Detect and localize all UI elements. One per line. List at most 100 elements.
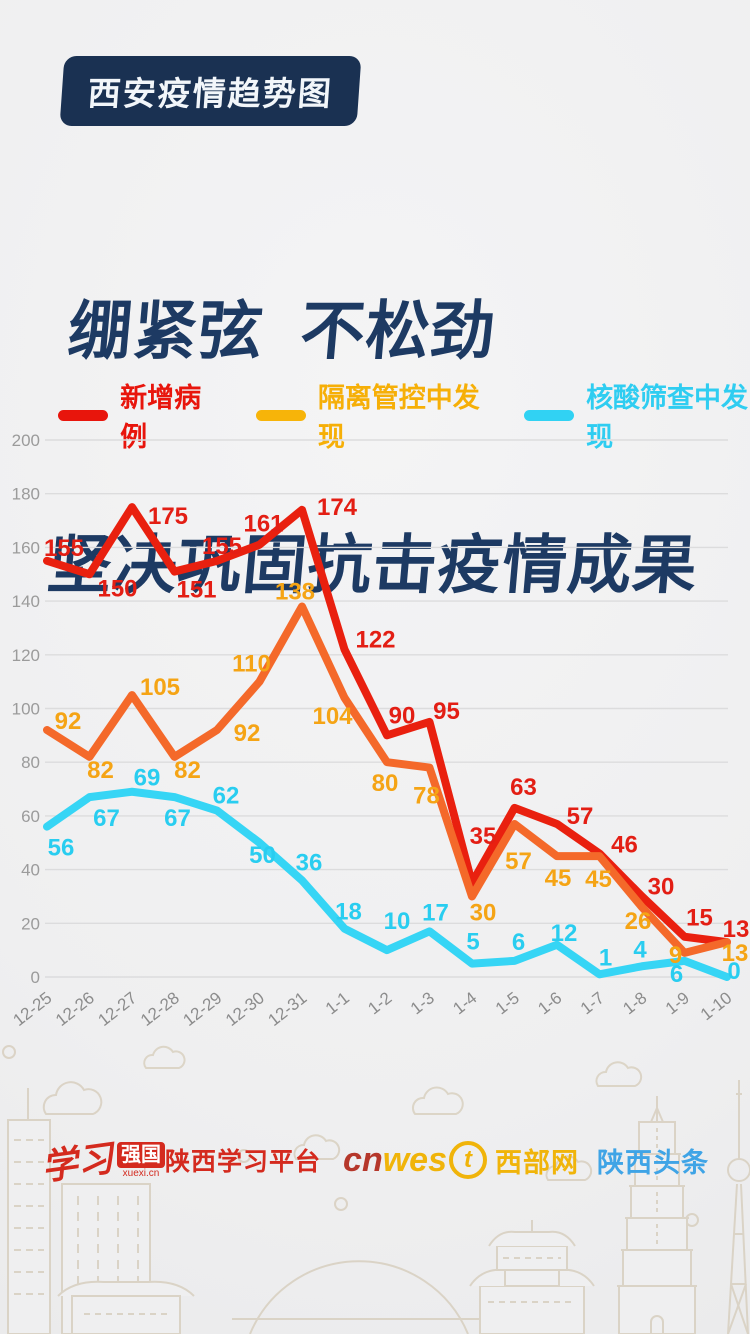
y-axis-tick-label: 100 (12, 700, 40, 719)
y-axis-tick-label: 120 (12, 646, 40, 665)
data-label-screening-found: 36 (296, 849, 323, 876)
data-label-screening-found: 50 (249, 842, 276, 869)
data-label-new-cases: 63 (510, 774, 537, 801)
data-label-new-cases: 155 (202, 533, 242, 560)
y-axis-tick-label: 180 (12, 485, 40, 504)
data-label-new-cases: 95 (433, 698, 460, 725)
series-line-screening-found (43, 787, 731, 981)
data-label-screening-found: 10 (384, 908, 411, 935)
data-label-quarantine-found: 45 (585, 866, 612, 893)
cnwest-t-ring-icon: t (448, 1141, 487, 1179)
cloud-icon (545, 1155, 593, 1181)
legend-label-new-cases: 新增病例 (120, 383, 202, 452)
qiangguo-box: 强国 xuexi.cn (117, 1141, 166, 1179)
x-axis-tick-label: 1-4 (449, 988, 480, 1018)
data-label-quarantine-found: 13 (722, 940, 749, 967)
data-label-new-cases: 57 (567, 803, 594, 830)
data-label-new-cases: 161 (243, 511, 283, 538)
y-axis-tick-label: 40 (21, 861, 40, 880)
building-pagoda (617, 1096, 697, 1334)
data-label-screening-found: 62 (213, 783, 240, 810)
xibuwang-label: 西部网 (494, 1147, 579, 1178)
city-skyline-illustration (2, 1045, 750, 1334)
data-label-quarantine-found: 80 (372, 770, 399, 797)
building-tv-tower (727, 1080, 750, 1334)
x-axis-tick-label: 12-30 (222, 988, 268, 1030)
x-axis-tick-label: 1-6 (534, 988, 565, 1018)
data-label-quarantine-found: 26 (625, 908, 652, 935)
cnwest-wes: wes (382, 1140, 447, 1179)
x-axis-tick-label: 1-9 (662, 988, 693, 1018)
xuexi-script-text: 学习 (38, 1138, 116, 1188)
x-axis-tick-label: 1-7 (577, 988, 608, 1018)
shaanxi-toutiao-logo: 陕西头条 (596, 1147, 709, 1178)
data-label-quarantine-found: 82 (174, 757, 201, 784)
x-axis-tick-label: 1-10 (697, 988, 736, 1024)
xuexi-domain: xuexi.cn (122, 1167, 160, 1179)
title-line-1: 绷紧弦 不松劲 (65, 295, 499, 368)
x-axis-tick-label: 12-26 (52, 988, 98, 1030)
cloud-icon (143, 1045, 186, 1069)
data-label-new-cases: 46 (611, 831, 638, 858)
data-label-screening-found: 5 (466, 929, 479, 956)
data-label-quarantine-found: 105 (140, 674, 180, 701)
data-label-quarantine-found: 30 (470, 899, 497, 926)
legend-item-new-cases: 新增病例 (58, 376, 214, 454)
cloud-icon (42, 1081, 103, 1115)
footer-logos: 学习 强国 xuexi.cn 陕西学习平台 cn wes t 西部网 陕西头条 (0, 1134, 750, 1188)
xuexi-qiangguo-logo: 学习 强国 xuexi.cn 陕西学习平台 (39, 1134, 322, 1188)
data-label-new-cases: 151 (176, 577, 216, 604)
data-label-screening-found: 17 (422, 899, 449, 926)
cnwest-logo: cn wes t 西部网 (343, 1141, 579, 1180)
decor-circle (237, 1149, 251, 1163)
data-label-new-cases: 155 (44, 535, 84, 562)
y-axis-tick-label: 80 (21, 753, 40, 772)
x-axis-tick-label: 12-31 (264, 988, 310, 1030)
legend-swatch-quarantine-found (255, 409, 306, 421)
data-label-screening-found: 4 (633, 936, 647, 963)
data-label-screening-found: 69 (134, 765, 161, 792)
cnwest-cn: cn (343, 1140, 383, 1179)
data-label-new-cases: 30 (648, 873, 675, 900)
decor-circle (334, 1197, 348, 1211)
data-label-new-cases: 122 (355, 626, 395, 653)
data-label-quarantine-found: 78 (413, 783, 440, 810)
y-axis-tick-label: 0 (31, 968, 40, 987)
building-bell-tower (469, 1220, 595, 1334)
data-label-new-cases: 150 (97, 575, 137, 602)
data-label-screening-found: 18 (335, 899, 362, 926)
data-label-new-cases: 13 (723, 916, 750, 943)
data-label-screening-found: 6 (670, 961, 683, 988)
x-axis-tick-label: 12-28 (137, 988, 183, 1030)
data-label-screening-found: 67 (164, 805, 191, 832)
data-label-new-cases: 15 (686, 905, 713, 932)
page-title-badge: 西安疫情趋势图 (59, 56, 362, 126)
data-label-quarantine-found: 82 (87, 757, 114, 784)
shaanxi-platform-label: 陕西学习平台 (165, 1148, 322, 1176)
data-label-screening-found: 1 (599, 944, 612, 971)
data-label-screening-found: 67 (93, 805, 120, 832)
badge-label: 西安疫情趋势图 (86, 75, 335, 112)
x-axis-tick-label: 1-8 (619, 988, 650, 1018)
y-axis-tick-label: 200 (12, 431, 40, 450)
series-line-quarantine-found (43, 602, 731, 957)
bridge (232, 1260, 500, 1334)
data-label-screening-found: 56 (48, 835, 75, 862)
legend-item-screening-found: 核酸筛查中发现 (523, 376, 750, 454)
data-label-quarantine-found: 92 (234, 720, 261, 747)
data-label-screening-found: 0 (727, 958, 740, 985)
data-label-screening-found: 12 (551, 920, 578, 947)
decor-circle (2, 1045, 16, 1059)
legend-swatch-screening-found (523, 409, 575, 421)
x-axis-tick-label: 1-3 (407, 988, 438, 1018)
y-axis-tick-label: 60 (21, 807, 40, 826)
data-label-quarantine-found: 110 (232, 651, 271, 678)
legend-label-screening-found: 核酸筛查中发现 (586, 383, 749, 452)
legend-label-quarantine-found: 隔离管控中发现 (317, 383, 480, 452)
data-label-quarantine-found: 45 (545, 865, 572, 892)
legend-swatch-new-cases (58, 409, 109, 421)
data-label-quarantine-found: 9 (669, 942, 682, 969)
data-label-new-cases: 90 (389, 702, 416, 729)
building-highrise (7, 1088, 51, 1334)
x-axis-tick-label: 12-27 (94, 988, 140, 1030)
